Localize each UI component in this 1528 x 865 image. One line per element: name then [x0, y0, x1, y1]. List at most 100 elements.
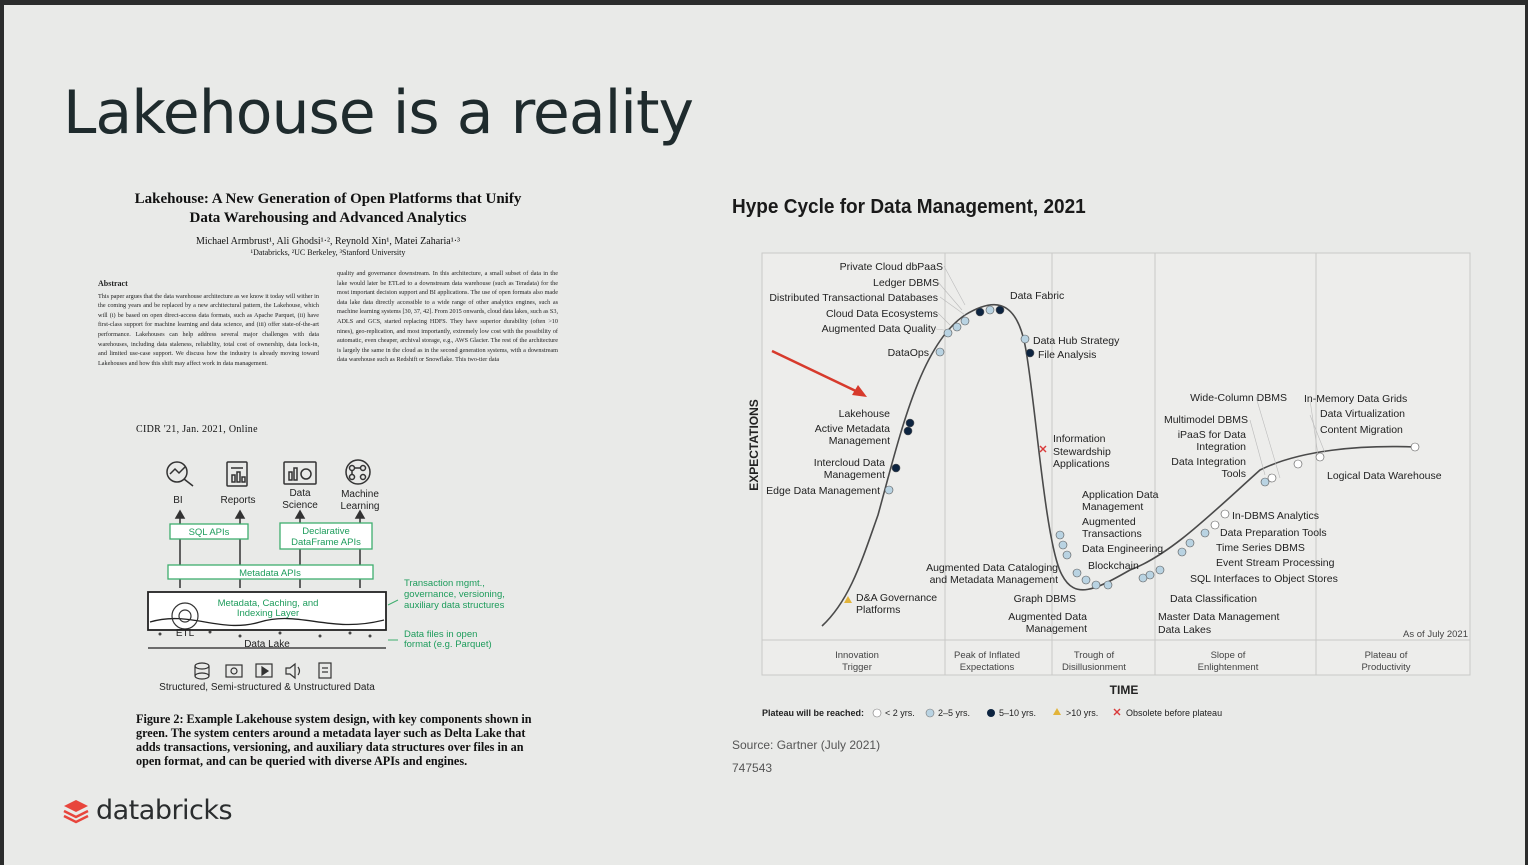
- label-private-cloud: Private Cloud dbPaaS: [840, 261, 943, 273]
- legend-dot-2to5: [925, 708, 935, 718]
- label-sqli: SQL Interfaces to Object Stores: [1190, 573, 1338, 585]
- label-mdm: Master Data Management: [1158, 611, 1279, 623]
- consumer-learning: Learning: [341, 501, 380, 512]
- phase-dividers: [762, 253, 1470, 675]
- metadata-layer-label-2: Indexing Layer: [237, 608, 299, 619]
- consumer-bi: BI: [173, 495, 182, 506]
- data-lake-label: Data Lake: [244, 639, 290, 650]
- hype-points: [884, 305, 1420, 590]
- label-multimodel: Multimodel DBMS: [1164, 414, 1248, 426]
- red-arrowhead: [852, 385, 867, 397]
- label-dclass: Data Classification: [1170, 593, 1257, 605]
- note-transaction-3: auxiliary data structures: [404, 600, 505, 611]
- source-note: Source: Gartner (July 2021): [732, 738, 881, 752]
- metadata-apis-label: Metadata APIs: [239, 568, 301, 579]
- label-catalog-2: and Metadata Management: [930, 574, 1059, 586]
- label-wide-col: Wide-Column DBMS: [1190, 392, 1287, 404]
- label-dna-1: D&A Governance: [856, 592, 937, 604]
- paper-columns: Abstract This paper argues that the data…: [98, 269, 558, 377]
- paper-left-column: Abstract This paper argues that the data…: [98, 269, 319, 377]
- legend-dot-5to10: [987, 709, 995, 717]
- label-app-2: Management: [1082, 501, 1143, 513]
- window-right-edge: [1525, 0, 1528, 865]
- consumer-machine: Machine: [341, 489, 379, 500]
- databricks-logo-icon: [63, 799, 89, 823]
- hype-cycle-title: Hype Cycle for Data Management, 2021: [732, 196, 1086, 218]
- label-data-fabric: Data Fabric: [1010, 290, 1064, 302]
- label-aug-mgmt-1: Augmented Data: [1008, 611, 1087, 623]
- label-dit-2: Tools: [1221, 468, 1246, 480]
- label-esp: Event Stream Processing: [1216, 557, 1335, 569]
- label-inmem: In-Memory Data Grids: [1304, 393, 1407, 405]
- metadata-apis-box: [167, 564, 374, 580]
- label-dna-2: Platforms: [856, 604, 900, 616]
- label-file-analysis: File Analysis: [1038, 349, 1096, 361]
- label-cmig: Content Migration: [1320, 424, 1403, 436]
- label-aug-tx-2: Transactions: [1082, 528, 1142, 540]
- hype-cycle-curve: [821, 303, 1416, 627]
- metadata-layer-label-1: Metadata, Caching, and: [218, 598, 319, 609]
- label-cloud-eco: Cloud Data Ecosystems: [826, 308, 938, 320]
- label-ipaas-2: Integration: [1196, 441, 1246, 453]
- legend-label: Plateau will be reached:: [762, 708, 864, 718]
- note-transaction-1: Transaction mgmt.,: [404, 578, 485, 589]
- as-of-label: As of July 2021: [1403, 629, 1468, 640]
- label-info-1: Information: [1053, 433, 1106, 445]
- sql-apis-label: SQL APIs: [189, 527, 230, 538]
- note-files-2: format (e.g. Parquet): [404, 639, 492, 650]
- machine-learning-icon: [345, 459, 371, 485]
- data-files-dots: [158, 630, 372, 638]
- x-axis-label: TIME: [1110, 683, 1139, 697]
- legend-obsolete: Obsolete before plateau: [1126, 708, 1222, 718]
- label-dataops: DataOps: [888, 347, 929, 359]
- label-lakehouse: Lakehouse: [839, 408, 891, 420]
- hype-cycle-frame: [761, 252, 1471, 676]
- paper-right-column: quality and governance downstream. In th…: [337, 270, 558, 364]
- abstract-text: This paper argues that the data warehous…: [98, 292, 319, 367]
- paper-affiliations: ¹Databricks, ²UC Berkeley, ³Stanford Uni…: [250, 248, 406, 257]
- figure-caption: Figure 2: Example Lakehouse system desig…: [136, 712, 532, 768]
- paper-title-line1: Lakehouse: A New Generation of Open Plat…: [134, 191, 522, 207]
- phase-4-line1: Slope of: [1211, 650, 1246, 661]
- note-files-1: Data files in open: [404, 629, 477, 640]
- phase-5-line2: Productivity: [1361, 662, 1410, 673]
- label-intercloud-2: Management: [824, 469, 885, 481]
- label-ledger: Ledger DBMS: [873, 277, 939, 289]
- phase-2-line2: Expectations: [960, 662, 1015, 673]
- phase-4-line2: Enlightenment: [1198, 662, 1259, 673]
- label-info-2: Stewardship: [1053, 446, 1111, 458]
- label-lakes: Data Lakes: [1158, 624, 1211, 636]
- y-axis-label: EXPECTATIONS: [747, 399, 761, 491]
- label-ts: Time Series DBMS: [1216, 542, 1305, 554]
- slide-title: Lakehouse is a reality: [63, 78, 694, 148]
- legend-triangle-gt10: [1053, 708, 1061, 715]
- paper-authors: Michael Armbrust¹, Ali Ghodsi¹·², Reynol…: [195, 236, 461, 247]
- phase-5-line1: Plateau of: [1365, 650, 1408, 661]
- annotation-arrows: [387, 599, 399, 641]
- legend-x-obsolete: [1113, 708, 1121, 716]
- etl-label: ETL: [176, 628, 195, 639]
- hype-cycle-chart: Private Cloud dbPaaS Ledger DBMS Distrib…: [747, 252, 1471, 718]
- legend-2to5: 2–5 yrs.: [938, 708, 970, 718]
- legend-dot-lt2: [872, 708, 882, 718]
- legend-5to10: 5–10 yrs.: [999, 708, 1036, 718]
- data-type-icons: [194, 662, 332, 680]
- dataframe-apis-label-1: Declarative: [302, 526, 350, 537]
- label-active-meta-2: Management: [829, 435, 890, 447]
- label-prep: Data Preparation Tools: [1220, 527, 1327, 539]
- brand-name: databricks: [96, 795, 233, 826]
- dataframe-apis-label-2: DataFrame APIs: [291, 537, 361, 548]
- consumer-science: Science: [282, 500, 318, 511]
- label-active-meta-1: Active Metadata: [815, 423, 890, 435]
- phase-1-line1: Innovation: [835, 650, 879, 661]
- label-info-3: Applications: [1053, 458, 1110, 470]
- phase-1-line2: Trigger: [842, 662, 872, 673]
- label-indbms: In-DBMS Analytics: [1232, 510, 1319, 522]
- paper-excerpt: Lakehouse: A New Generation of Open Plat…: [98, 190, 558, 377]
- databricks-logo: databricks: [62, 795, 233, 826]
- consumer-reports: Reports: [220, 495, 255, 506]
- red-arrow: [771, 349, 861, 395]
- data-types-label: Structured, Semi-structured & Unstructur…: [159, 682, 375, 693]
- window-top-edge: [0, 0, 1528, 5]
- label-graph: Graph DBMS: [1014, 593, 1076, 605]
